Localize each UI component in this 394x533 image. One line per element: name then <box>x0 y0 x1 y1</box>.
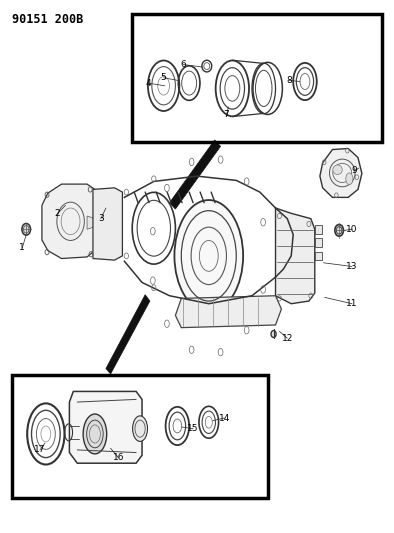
Text: 15: 15 <box>187 424 199 433</box>
Polygon shape <box>169 140 221 209</box>
Bar <box>132 14 381 142</box>
Bar <box>315 225 322 233</box>
Text: 3: 3 <box>98 214 104 223</box>
Text: 6: 6 <box>180 60 186 69</box>
Polygon shape <box>87 216 95 229</box>
Ellipse shape <box>346 173 353 184</box>
Polygon shape <box>106 295 150 374</box>
Bar <box>13 375 268 498</box>
Polygon shape <box>275 208 315 304</box>
Ellipse shape <box>271 330 276 337</box>
Text: 2: 2 <box>55 209 60 218</box>
Text: 7: 7 <box>223 110 229 119</box>
Ellipse shape <box>335 224 344 236</box>
Text: 10: 10 <box>346 225 358 234</box>
Text: 1: 1 <box>19 244 25 253</box>
Text: 14: 14 <box>219 414 230 423</box>
Text: 90151 200B: 90151 200B <box>13 13 84 26</box>
Bar <box>315 252 322 260</box>
Polygon shape <box>69 391 142 463</box>
Bar <box>315 238 322 247</box>
Text: 16: 16 <box>113 454 124 463</box>
Text: 9: 9 <box>351 166 357 175</box>
Text: 17: 17 <box>34 446 46 455</box>
Polygon shape <box>175 296 281 328</box>
Text: 8: 8 <box>286 76 292 85</box>
Ellipse shape <box>133 416 147 441</box>
Polygon shape <box>93 188 123 260</box>
Ellipse shape <box>22 223 30 235</box>
Ellipse shape <box>83 414 107 454</box>
Text: 13: 13 <box>346 262 358 271</box>
Text: 4: 4 <box>145 78 151 87</box>
Text: 12: 12 <box>282 334 293 343</box>
Polygon shape <box>42 184 95 259</box>
Text: 5: 5 <box>161 73 167 82</box>
Ellipse shape <box>175 200 243 312</box>
Ellipse shape <box>333 165 342 174</box>
Polygon shape <box>320 149 362 197</box>
Text: 11: 11 <box>346 299 358 308</box>
